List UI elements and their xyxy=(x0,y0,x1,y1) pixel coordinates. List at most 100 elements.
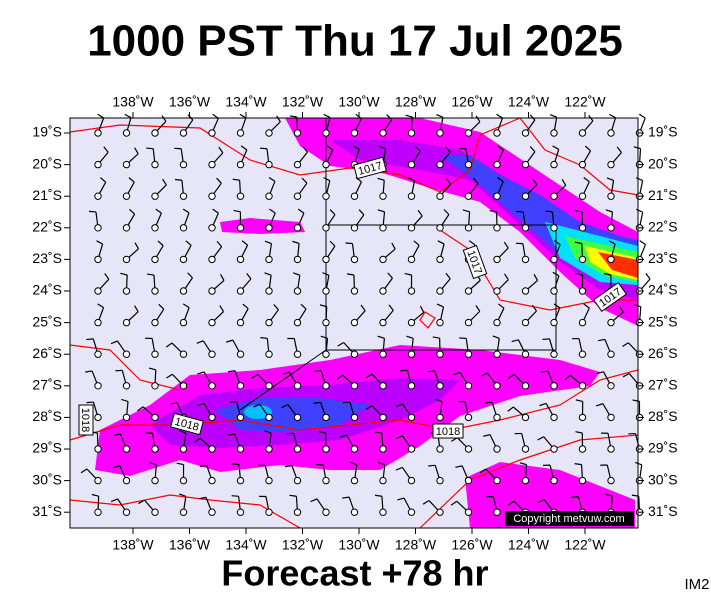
longitude-label: 134˚W xyxy=(225,537,267,553)
latitude-label: 27˚S xyxy=(648,377,678,393)
barb-flag xyxy=(622,372,630,378)
station xyxy=(236,413,245,422)
station xyxy=(94,255,102,264)
station xyxy=(493,476,501,485)
station xyxy=(151,160,159,169)
copyright: Copyright metvuw.com xyxy=(513,513,624,525)
station xyxy=(464,445,473,453)
barb-flag xyxy=(596,371,604,375)
barb-flag xyxy=(472,177,479,184)
station xyxy=(578,318,587,327)
station xyxy=(407,160,416,169)
longitude-label: 122˚W xyxy=(564,94,606,110)
barb-flag xyxy=(496,113,503,119)
barb-flag xyxy=(187,272,193,279)
station xyxy=(265,318,273,327)
station xyxy=(151,382,159,390)
station xyxy=(236,382,245,390)
barb-flag xyxy=(406,335,414,339)
barb-flag xyxy=(276,115,281,123)
barb-flag xyxy=(483,434,491,437)
station xyxy=(293,318,302,327)
station xyxy=(179,224,188,232)
station xyxy=(265,160,273,169)
station xyxy=(464,192,473,200)
station xyxy=(436,224,444,232)
barb-flag xyxy=(377,209,385,213)
barb-flag xyxy=(329,209,336,215)
latitude-label: 31˚S xyxy=(648,503,678,519)
barb-flag xyxy=(301,177,308,184)
station xyxy=(350,224,359,232)
image-id: IM2 xyxy=(684,576,709,593)
barb-flag xyxy=(96,240,103,245)
station xyxy=(122,382,131,390)
barb-flag xyxy=(260,337,268,339)
station xyxy=(493,318,501,327)
longitude-label: 134˚W xyxy=(225,94,267,110)
barb-flag xyxy=(149,462,157,466)
latitude-label: 20˚S xyxy=(648,155,678,171)
station xyxy=(236,445,245,453)
station xyxy=(236,255,245,264)
station xyxy=(578,476,587,485)
station xyxy=(293,160,302,169)
barb-flag xyxy=(129,208,136,215)
barb-flag xyxy=(395,466,403,471)
isobar-label-box xyxy=(170,412,204,436)
longitude-label: 132˚W xyxy=(282,94,324,110)
barb-flag xyxy=(519,462,527,466)
station xyxy=(493,160,501,169)
barb-flag xyxy=(436,114,444,118)
latitude-label: 21˚S xyxy=(648,187,678,203)
latitude-label: 28˚S xyxy=(32,408,62,424)
barb-flag xyxy=(435,398,443,403)
barb-flag xyxy=(86,338,94,341)
station xyxy=(493,224,501,232)
station xyxy=(208,287,216,295)
station xyxy=(464,382,473,390)
barb-flag xyxy=(561,179,567,186)
latitude-label: 29˚S xyxy=(32,440,62,456)
barb-flag xyxy=(318,431,326,434)
barb-flag xyxy=(155,208,162,214)
station xyxy=(607,382,615,390)
station xyxy=(550,287,558,295)
station xyxy=(179,287,188,295)
barb-flag xyxy=(436,303,444,308)
barb-flag xyxy=(218,146,224,154)
barb-flag xyxy=(414,145,421,152)
barb-flag xyxy=(104,273,110,280)
station xyxy=(436,413,444,422)
station xyxy=(578,287,587,295)
barb-flag xyxy=(124,113,132,119)
barb-flag xyxy=(395,403,403,408)
barb-flag xyxy=(179,493,187,497)
station xyxy=(607,476,615,485)
barb-flag xyxy=(216,177,222,184)
barb-flag xyxy=(246,272,252,280)
barb-flag xyxy=(428,464,436,467)
station xyxy=(265,255,273,264)
station xyxy=(322,350,330,358)
barb-flag xyxy=(134,147,139,154)
barb-flag xyxy=(443,209,450,215)
barb-flag xyxy=(241,240,248,246)
barb-flag xyxy=(453,371,461,376)
barb-flag xyxy=(529,146,536,153)
station xyxy=(493,413,501,422)
latitude-label: 29˚S xyxy=(648,440,678,456)
station xyxy=(122,318,131,327)
barb-flag xyxy=(194,437,201,443)
barb-flag xyxy=(337,341,344,347)
barb-flag xyxy=(468,240,476,246)
barb-flag xyxy=(507,406,514,412)
latitude-label: 30˚S xyxy=(648,471,678,487)
station xyxy=(350,508,359,516)
station xyxy=(322,287,330,295)
latitude-label: 19˚S xyxy=(648,124,678,140)
station xyxy=(379,413,387,422)
station xyxy=(550,129,558,137)
barb-flag xyxy=(165,342,173,348)
barb-flag xyxy=(281,404,289,409)
